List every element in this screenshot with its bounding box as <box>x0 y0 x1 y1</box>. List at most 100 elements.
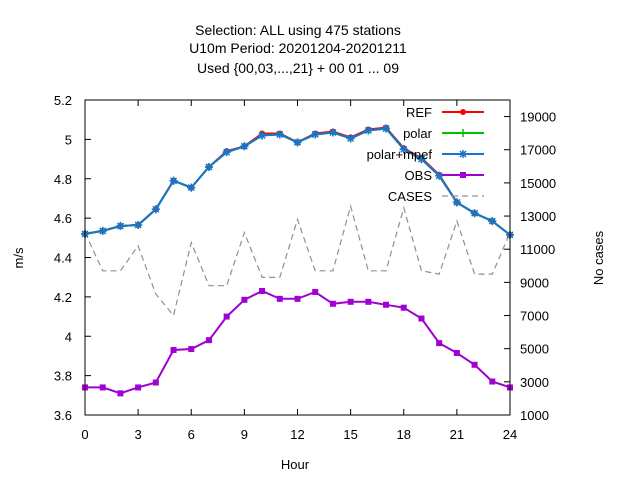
data-point <box>117 390 124 397</box>
data-point <box>99 384 106 391</box>
y2-axis-label: No cases <box>591 230 606 285</box>
x-tick-label: 9 <box>241 427 248 442</box>
legend-marker <box>460 109 466 115</box>
axes: 0 3 6 9 12 15 18 21 24 3.6 3.8 4 4.2 4.4 4.6 4.8 5 5.2 100… <box>54 93 556 442</box>
data-point <box>312 288 319 295</box>
y2-tick-label: 13000 <box>520 209 556 224</box>
data-point <box>471 361 478 368</box>
data-point <box>276 295 283 302</box>
x-axis-label: Hour <box>281 457 310 472</box>
y-tick-label: 4.4 <box>54 251 72 266</box>
y2-tick-label: 1000 <box>520 408 549 423</box>
x-tick-label: 12 <box>290 427 304 442</box>
legend: REF polar polar+mpef OBS CASES <box>367 105 484 204</box>
y-tick-label: 3.6 <box>54 408 72 423</box>
data-point <box>204 162 213 171</box>
data-point <box>399 145 408 154</box>
y-tick-label: 5 <box>65 132 72 147</box>
y-tick-label: 3.8 <box>54 369 72 384</box>
series-line <box>84 203 511 317</box>
y2-tick-label: 9000 <box>520 275 549 290</box>
series-line <box>85 289 511 395</box>
data-point <box>311 130 320 139</box>
data-point <box>188 346 195 353</box>
x-tick-label: 21 <box>450 427 464 442</box>
data-point <box>151 205 160 214</box>
data-point <box>417 155 426 164</box>
data-point <box>418 315 425 322</box>
data-point <box>293 138 302 147</box>
data-point <box>169 176 178 185</box>
y2-tick-label: 17000 <box>520 143 556 158</box>
data-point <box>98 226 107 235</box>
legend-marker <box>459 150 467 158</box>
series-polar-mpef <box>81 124 514 239</box>
legend-label: polar+mpef <box>367 147 433 162</box>
data-point <box>328 128 337 137</box>
data-point <box>470 209 479 218</box>
y-tick-label: 4 <box>65 329 72 344</box>
data-point <box>259 287 266 294</box>
data-point <box>205 337 212 344</box>
title-line-1: Selection: ALL using 475 stations <box>195 22 401 38</box>
y-tick-label: 5.2 <box>54 93 72 108</box>
data-point <box>187 183 196 192</box>
x-tick-label: 18 <box>397 427 411 442</box>
series-cases <box>84 203 511 317</box>
legend-item: OBS <box>405 168 484 183</box>
data-point <box>241 296 248 303</box>
legend-label: polar <box>403 126 433 141</box>
y-tick-label: 4.8 <box>54 172 72 187</box>
data-point <box>488 217 497 226</box>
data-point <box>294 295 301 302</box>
data-point <box>452 198 461 207</box>
x-tick-label: 0 <box>81 427 88 442</box>
data-point <box>222 148 231 157</box>
y-tick-label: 4.6 <box>54 211 72 226</box>
data-point <box>436 340 443 347</box>
y2-tick-label: 3000 <box>520 375 549 390</box>
data-point <box>435 171 444 180</box>
x-tick-label: 3 <box>135 427 142 442</box>
data-point <box>240 142 249 151</box>
legend-item: CASES <box>388 189 484 204</box>
data-point <box>383 301 390 308</box>
y-tick-label: 4.2 <box>54 290 72 305</box>
data-point <box>170 347 177 354</box>
data-point <box>382 124 391 133</box>
data-point <box>135 384 142 391</box>
data-point <box>116 222 125 230</box>
x-tick-label: 6 <box>188 427 195 442</box>
legend-item: polar+mpef <box>367 147 484 162</box>
legend-label: CASES <box>388 189 432 204</box>
y2-tick-label: 11000 <box>520 242 555 257</box>
plot-border <box>84 99 511 416</box>
x-tick-label: 15 <box>343 427 357 442</box>
title-line-3: Used {00,03,...,21} + 00 01 ... 09 <box>197 60 399 76</box>
data-point <box>365 298 372 305</box>
data-point <box>346 134 355 143</box>
legend-marker <box>459 129 467 137</box>
data-point <box>347 298 354 305</box>
legend-item: REF <box>406 105 484 120</box>
legend-label: REF <box>406 105 432 120</box>
y2-tick-label: 7000 <box>520 309 549 324</box>
y2-tick-label: 5000 <box>520 342 549 357</box>
data-point <box>275 130 284 139</box>
plot-area <box>81 124 514 397</box>
y-axis-label: m/s <box>11 247 26 268</box>
y2-tick-label: 15000 <box>520 176 556 191</box>
x-tick-label: 24 <box>503 427 517 442</box>
data-point <box>329 300 336 307</box>
data-point <box>134 221 143 230</box>
y2-tick-label: 19000 <box>520 110 556 125</box>
title-line-2: U10m Period: 20201204-20201211 <box>189 40 407 56</box>
legend-marker <box>460 172 466 178</box>
data-point <box>223 313 230 320</box>
chart-title: Selection: ALL using 475 stations U10m P… <box>189 22 407 76</box>
series-obs <box>82 287 513 397</box>
legend-item: polar <box>403 126 484 141</box>
data-point <box>152 379 159 386</box>
data-point <box>258 131 267 140</box>
data-point <box>453 349 460 356</box>
